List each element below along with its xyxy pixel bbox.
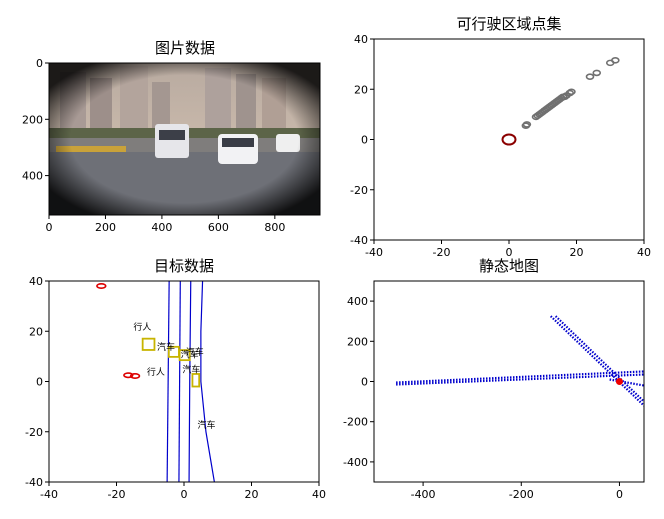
target-label: 行人 [133,321,151,333]
vehicle-box [141,337,156,351]
y-tick-label: 40 [29,275,43,288]
drivable-point [585,73,595,80]
drivable-point [565,89,575,97]
map-road [549,315,644,407]
x-tick-label: 20 [570,246,584,259]
panel-image-title: 图片数据 [155,39,215,57]
target-label: 行人 [147,366,165,378]
x-tick-label: -40 [365,246,383,259]
red-object [129,372,141,379]
red-object [123,372,134,379]
x-tick-label: -40 [40,488,58,501]
target-label: 汽车 [157,341,175,353]
map-road [396,370,644,384]
y-tick-label: -400 [343,456,368,469]
y-tick-label: -20 [350,184,368,197]
panel-drivable-area: 可行驶区域点集 -40 -20 0 20 40 -40 -20 0 20 40 [350,15,651,259]
y-tick-label: 400 [22,170,43,183]
lane-line [200,281,215,482]
target-label: 汽车 [182,364,200,376]
x-tick-label: 400 [151,221,172,234]
y-tick-label: 0 [361,376,368,389]
lane-line [178,281,181,482]
panel-map-title: 静态地图 [479,257,539,275]
map-road [609,378,644,387]
drivable-point [560,93,569,101]
y-tick-label: 0 [36,57,43,70]
lane-line [166,281,170,482]
x-tick-label: -20 [108,488,126,501]
x-tick-label: 600 [208,221,229,234]
map-road [554,315,644,403]
drivable-point [567,88,576,96]
ego-marker [501,133,517,146]
y-tick-label: -200 [343,416,368,429]
lane-line [188,281,192,482]
y-tick-label: 40 [354,33,368,46]
y-tick-label: 0 [36,376,43,389]
drivable-point [592,69,602,77]
ego-marker [615,378,623,385]
x-tick-label: -20 [433,246,451,259]
vehicle-box [191,373,201,388]
y-tick-label: 400 [347,295,368,308]
x-tick-label: -200 [509,488,534,501]
panel-targets-title: 目标数据 [154,257,214,275]
y-tick-label: 200 [347,335,368,348]
y-tick-label: 20 [29,325,43,338]
x-tick-label: 800 [264,221,285,234]
y-tick-label: 20 [354,83,368,96]
panel-drivable-title: 可行驶区域点集 [456,15,561,33]
y-tick-label: -40 [25,476,43,489]
x-tick-label: 40 [637,246,651,259]
panel-static-map: 静态地图 -400 -200 0 -400 -200 0 200 400 [343,257,645,501]
x-tick-label: 20 [245,488,259,501]
drivable-point [611,57,620,64]
x-tick-label: 40 [312,488,326,501]
target-label: 汽车 [186,346,204,358]
x-tick-label: 0 [46,221,53,234]
drivable-point [522,121,532,128]
camera-image [49,63,320,215]
target-label: 汽车 [198,419,216,431]
y-tick-label: -40 [350,234,368,247]
map-road [396,373,644,386]
vehicle-box [178,349,191,362]
x-tick-label: 0 [181,488,188,501]
x-tick-label: 0 [506,246,513,259]
x-tick-label: -400 [411,488,436,501]
target-label: 汽车 [181,349,199,361]
red-object [96,283,107,290]
x-tick-label: 200 [95,221,116,234]
x-tick-label: 0 [616,488,623,501]
y-tick-label: 0 [361,134,368,147]
y-tick-label: -20 [25,426,43,439]
y-tick-label: 200 [22,113,43,126]
